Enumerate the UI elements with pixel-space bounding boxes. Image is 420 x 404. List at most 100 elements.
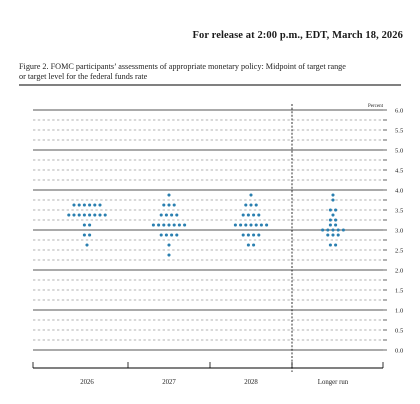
y-tick-label: 6.0	[395, 107, 404, 114]
participant-dot	[98, 213, 102, 217]
participant-dot	[328, 208, 332, 212]
y-tick-label: 4.5	[395, 167, 404, 174]
participant-dot	[249, 203, 253, 207]
y-tick-labels: 6.0 5.5 5.0 4.5 4.0 3.5 3.0 2.5 2.0 1.5 1.0 0.5 0.0	[395, 107, 404, 354]
participant-dot	[233, 223, 237, 227]
participant-dot	[172, 203, 176, 207]
participant-dot	[336, 233, 340, 237]
participant-dot	[151, 223, 155, 227]
participant-dot	[85, 243, 89, 247]
participant-dot	[241, 213, 245, 217]
y-tick-label: 2.5	[395, 247, 404, 254]
participant-dot	[331, 233, 335, 237]
participant-dot	[328, 223, 332, 227]
participant-dot	[331, 228, 335, 232]
participant-dot	[175, 213, 179, 217]
participant-dot	[241, 233, 245, 237]
participant-dot	[259, 223, 263, 227]
participant-dot	[72, 213, 76, 217]
participant-dot	[98, 203, 102, 207]
grid-layer	[33, 109, 387, 351]
participant-dot	[328, 243, 332, 247]
participant-dot	[82, 233, 86, 237]
participant-dot	[77, 213, 81, 217]
participant-dot	[249, 193, 253, 197]
participant-dot	[249, 223, 253, 227]
y-tick-label: 4.0	[395, 187, 404, 194]
x-tick-label: 2027	[162, 379, 176, 386]
participant-dot	[167, 223, 171, 227]
participant-dot	[162, 223, 166, 227]
y-tick-label: 5.5	[395, 127, 404, 134]
participant-dot	[331, 193, 335, 197]
participant-dot	[246, 213, 250, 217]
participant-dot	[252, 213, 256, 217]
participant-dot	[72, 203, 76, 207]
y-tick-label: 1.0	[395, 307, 404, 314]
participant-dot	[326, 233, 330, 237]
participant-dot	[244, 223, 248, 227]
participant-dot	[265, 223, 269, 227]
y-tick-label: 0.0	[395, 347, 404, 354]
figure-caption: Figure 2. FOMC participants’ assessments…	[19, 62, 399, 82]
participant-dot	[103, 213, 107, 217]
participant-dot	[334, 223, 338, 227]
participant-dot	[246, 233, 250, 237]
participant-dot	[334, 218, 338, 222]
participant-dot	[331, 198, 335, 202]
participant-dot	[172, 223, 176, 227]
figure-caption-line-1: Figure 2. FOMC participants’ assessments…	[19, 62, 346, 71]
participant-dot	[82, 223, 86, 227]
participant-dot	[254, 203, 258, 207]
participant-dot	[159, 213, 163, 217]
participant-dot	[326, 228, 330, 232]
y-tick-label: 5.0	[395, 147, 404, 154]
participant-dot	[164, 213, 168, 217]
participant-dot	[167, 253, 171, 257]
x-tick-label: 2026	[80, 379, 94, 386]
participant-dot	[328, 218, 332, 222]
participant-dot	[167, 243, 171, 247]
participant-dot	[157, 223, 161, 227]
participant-dot	[164, 233, 168, 237]
participant-dot	[175, 233, 179, 237]
release-date-header: For release at 2:00 p.m., EDT, March 18,…	[192, 30, 403, 41]
participant-dot	[88, 223, 92, 227]
participant-dot	[177, 223, 181, 227]
participant-dot	[252, 243, 256, 247]
x-tick-label: 2028	[244, 379, 258, 386]
participant-dot	[183, 223, 187, 227]
participant-dot	[341, 228, 345, 232]
y-tick-label: 0.5	[395, 327, 404, 334]
participant-dot	[334, 243, 338, 247]
participant-dot	[82, 203, 86, 207]
participant-dot	[88, 203, 92, 207]
y-tick-label: 1.5	[395, 287, 404, 294]
participant-dot	[254, 223, 258, 227]
participant-dot	[321, 228, 325, 232]
participant-dot	[334, 208, 338, 212]
participant-dot	[257, 213, 261, 217]
participant-dot	[257, 233, 261, 237]
y-tick-label: 3.5	[395, 207, 404, 214]
participant-dot	[246, 243, 250, 247]
participant-dot	[93, 203, 97, 207]
participant-dot	[170, 213, 174, 217]
participant-dot	[93, 213, 97, 217]
participant-dot	[252, 233, 256, 237]
participant-dot	[244, 203, 248, 207]
participant-dot	[82, 213, 86, 217]
participant-dot	[167, 203, 171, 207]
participant-dot	[170, 233, 174, 237]
participant-dot	[336, 228, 340, 232]
x-tick-labels: 2026 2027 2028 Longer run	[80, 379, 349, 386]
x-axis	[32, 362, 384, 369]
participant-dot	[77, 203, 81, 207]
participant-dot	[162, 203, 166, 207]
participant-dot	[167, 193, 171, 197]
y-axis-label: Percent	[368, 104, 384, 109]
participant-dot	[67, 213, 71, 217]
participant-dot	[331, 213, 335, 217]
